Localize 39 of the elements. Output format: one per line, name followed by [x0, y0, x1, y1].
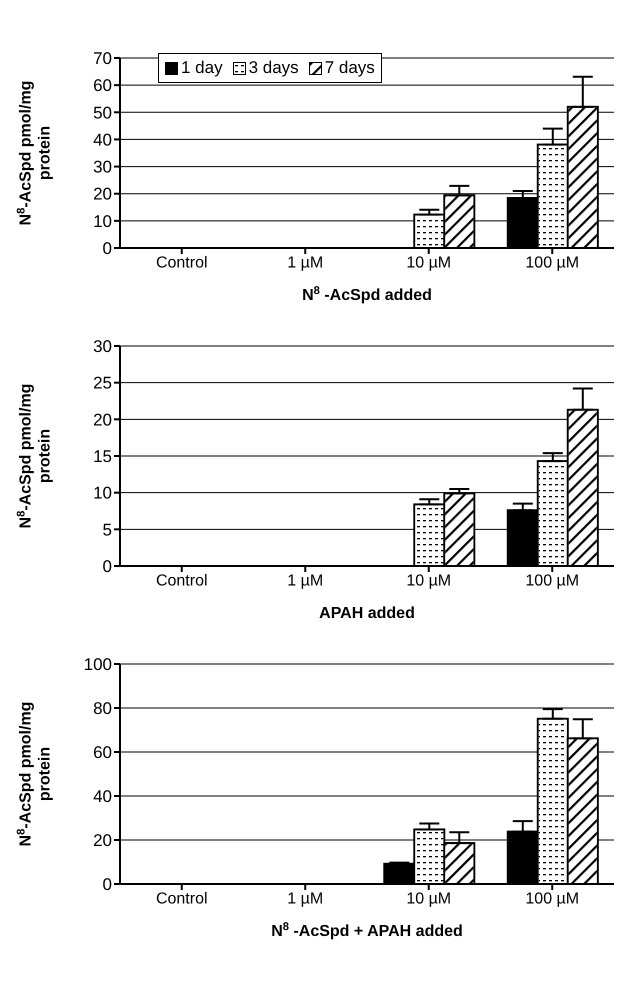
y-tick-label: 20	[93, 184, 112, 204]
x-axis-title: APAH added	[319, 605, 415, 622]
legend-label: 3 days	[248, 58, 299, 78]
y-tick-label: 30	[93, 158, 112, 177]
y-tick-label: 30	[93, 337, 112, 356]
y-tick-label: 60	[93, 743, 112, 762]
x-tick-label: 10 µM	[406, 572, 452, 590]
x-tick-label: 10 µM	[406, 890, 452, 908]
x-axis-title: N$^{8}$ -AcSpd added	[302, 285, 432, 304]
x-tick-label: 1 µM	[287, 572, 324, 590]
x-tick-label: Control	[156, 572, 208, 590]
y-tick-label: 15	[93, 447, 112, 466]
y-tick-label: 50	[93, 103, 112, 122]
x-tick-label: 1 µM	[287, 890, 324, 908]
y-tick-label: 0	[102, 557, 112, 576]
y-tick-label: 20	[93, 410, 112, 430]
y-tick-label: 100	[84, 655, 112, 674]
x-tick-label: Control	[156, 890, 208, 908]
y-tick-label: 10	[93, 484, 112, 503]
x-tick-label: 100 µM	[525, 572, 580, 590]
y-tick-label: 70	[93, 49, 112, 68]
x-tick-label: 100 µM	[525, 890, 580, 908]
y-tick-label: 5	[102, 520, 112, 540]
x-tick-label: 100 µM	[525, 254, 580, 272]
y-tick-label: 25	[93, 374, 112, 393]
y-tick-label: 40	[93, 787, 112, 806]
y-tick-label: 40	[93, 130, 112, 150]
y-tick-label: 60	[93, 76, 112, 96]
y-tick-label: 10	[93, 212, 112, 231]
x-tick-label: Control	[156, 254, 208, 272]
y-tick-label: 0	[102, 875, 112, 894]
y-tick-label: 20	[93, 831, 112, 850]
legend-label: 1 day	[180, 58, 223, 78]
x-tick-label: 1 µM	[287, 254, 324, 272]
x-axis-title: N$^{8}$ -AcSpd + APAH added	[271, 921, 463, 940]
y-tick-label: 0	[102, 239, 112, 258]
y-tick-label: 80	[93, 699, 112, 718]
x-tick-label: 10 µM	[406, 254, 452, 272]
legend-label: 7 days	[324, 58, 375, 78]
